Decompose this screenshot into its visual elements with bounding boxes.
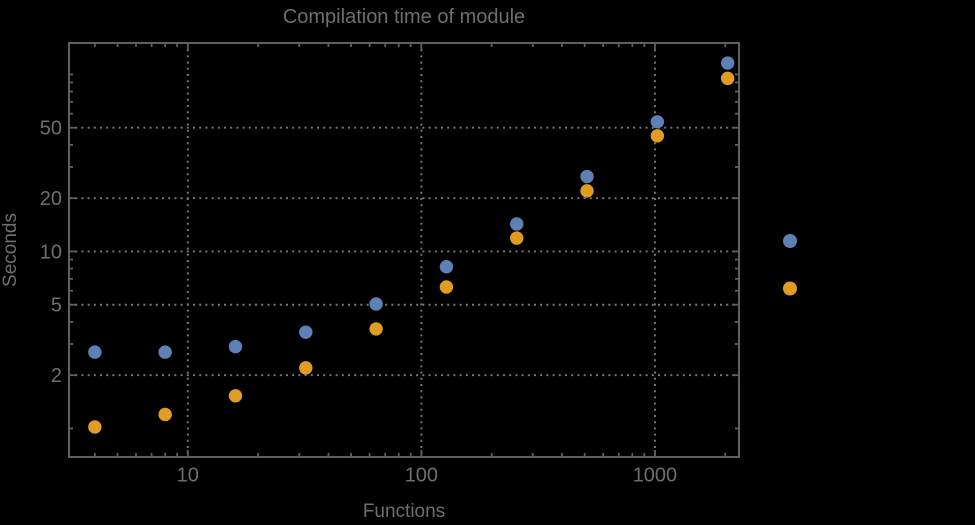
legend-marker-series-1-blue <box>783 234 797 248</box>
data-point-series-1-blue <box>158 345 172 359</box>
y-tick-label: 10 <box>40 241 62 263</box>
data-point-series-1-blue <box>580 169 594 184</box>
data-point-series-2-orange <box>510 231 524 245</box>
data-point-series-2-orange <box>369 322 383 336</box>
data-point-series-2-orange <box>720 71 735 86</box>
x-axis-label: Functions <box>362 501 446 522</box>
chart-title: Compilation time of module <box>282 6 526 28</box>
y-axis-label: Seconds <box>0 213 21 287</box>
data-point-series-2-orange <box>439 280 454 294</box>
x-tick-label: 10 <box>177 465 199 487</box>
data-point-series-2-orange <box>299 361 313 375</box>
legend-marker-series-2-orange <box>783 281 797 296</box>
data-point-series-1-blue <box>369 297 383 311</box>
y-tick-label: 50 <box>40 118 62 140</box>
y-tick-label: 20 <box>40 188 62 210</box>
data-point-series-1-blue <box>439 260 454 274</box>
data-point-series-1-blue <box>88 345 102 359</box>
x-tick-label: 1000 <box>633 465 678 487</box>
y-tick-label: 2 <box>51 365 62 387</box>
data-point-series-2-orange <box>650 129 665 143</box>
data-point-series-2-orange <box>88 420 102 434</box>
data-point-series-2-orange <box>228 389 243 403</box>
data-point-series-2-orange <box>580 184 594 198</box>
data-point-series-1-blue <box>510 217 524 231</box>
data-point-series-1-blue <box>650 115 665 129</box>
data-point-series-1-blue <box>228 339 243 354</box>
plot-frame <box>68 42 740 458</box>
x-tick-label: 100 <box>405 465 438 487</box>
data-point-series-1-blue <box>720 56 735 70</box>
y-tick-label: 5 <box>51 295 62 317</box>
data-point-series-2-orange <box>158 407 172 422</box>
data-point-series-1-blue <box>299 325 313 339</box>
